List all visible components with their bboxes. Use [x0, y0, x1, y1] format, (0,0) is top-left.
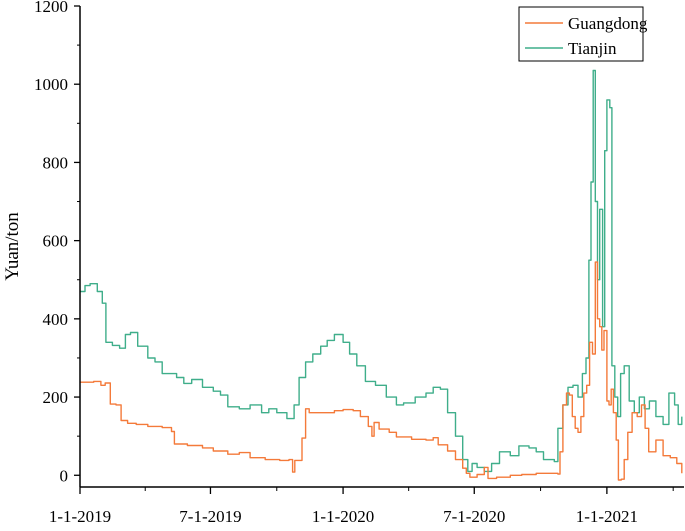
y-axis-title: Yuan/ton: [2, 212, 23, 281]
series-line-tianjin: [80, 69, 683, 473]
series-layer: [80, 69, 683, 481]
legend-box: [518, 6, 644, 62]
x-tick-label: 7-1-2020: [443, 507, 505, 526]
x-ticks: 1-1-2019 7-1-2019 1-1-2020 7-1-2020 1-1-2021: [49, 487, 674, 526]
legend-label-tianjin: Tianjin: [568, 39, 617, 58]
x-tick-label: 7-1-2019: [179, 507, 241, 526]
y-ticks: 0 200 400 600 800 1000 1200: [34, 0, 80, 485]
y-tick-label: 1000: [34, 75, 68, 94]
series-line-guangdong: [80, 261, 683, 481]
y-tick-label: 0: [60, 466, 69, 485]
y-tick-label: 800: [43, 153, 69, 172]
y-tick-label: 200: [43, 388, 69, 407]
y-tick-label: 1200: [34, 0, 68, 16]
x-tick-label: 1-1-2021: [576, 507, 638, 526]
legend-label-guangdong: Guangdong: [568, 14, 648, 33]
y-tick-label: 600: [43, 232, 69, 251]
legend-items: Guangdong Tianjin: [525, 14, 648, 58]
y-tick-label: 400: [43, 310, 69, 329]
x-tick-label: 1-1-2020: [312, 507, 374, 526]
x-tick-label: 1-1-2019: [49, 507, 111, 526]
legend: Guangdong Tianjin: [518, 6, 648, 62]
